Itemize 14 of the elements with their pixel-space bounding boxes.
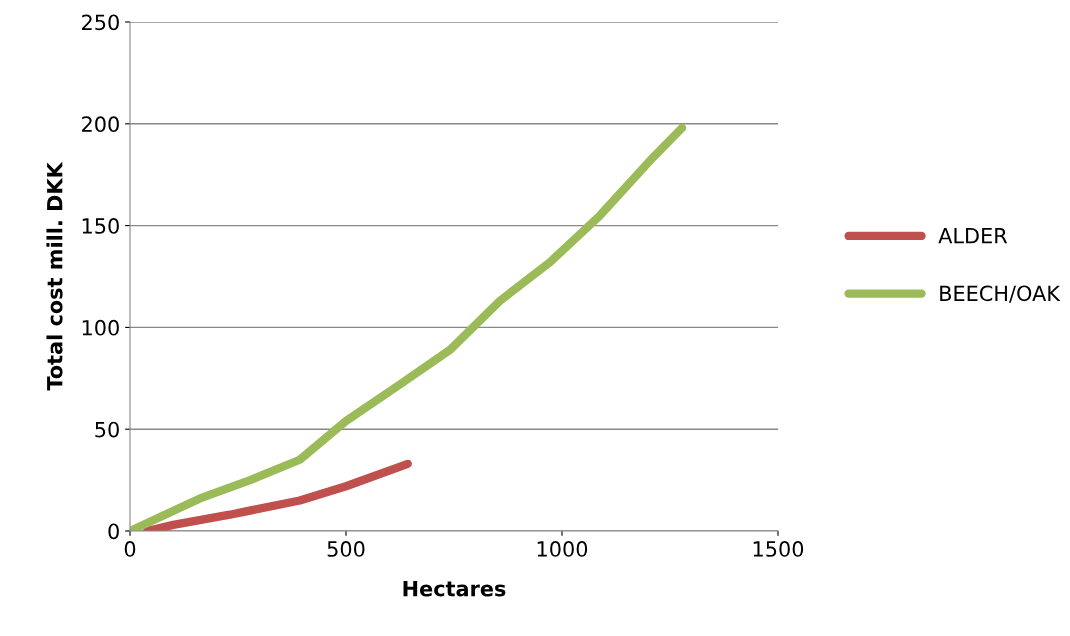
y-tick-label: 100 xyxy=(82,319,119,336)
y-tick-label: 200 xyxy=(82,116,119,133)
x-tick-label: 0 xyxy=(124,541,136,557)
y-axis-title: Total cost mill. DKK xyxy=(46,161,63,391)
legend-label: ALDER xyxy=(938,228,1008,244)
y-tick-label: 50 xyxy=(95,421,119,438)
x-tick-label: 500 xyxy=(327,541,365,557)
y-tick-label: 0 xyxy=(108,523,119,540)
y-tick-label: 250 xyxy=(82,14,119,31)
x-tick-label: 1500 xyxy=(753,541,804,557)
x-axis-title: Hectares xyxy=(403,580,506,597)
x-tick-label: 1000 xyxy=(537,541,588,557)
legend-label: BEECH/OAK xyxy=(940,285,1061,303)
y-tick-label: 150 xyxy=(82,218,119,234)
